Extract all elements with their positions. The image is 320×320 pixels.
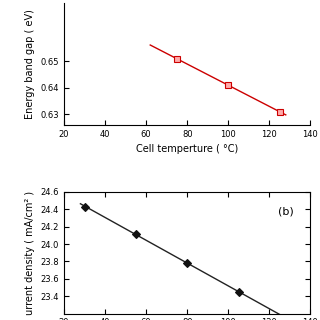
Y-axis label: Energy band gap ( eV): Energy band gap ( eV) xyxy=(25,9,35,119)
Y-axis label: urrent density ( mA/cm² ): urrent density ( mA/cm² ) xyxy=(25,191,35,315)
X-axis label: Cell temperture ( °C): Cell temperture ( °C) xyxy=(136,144,238,154)
Text: (b): (b) xyxy=(278,206,294,217)
